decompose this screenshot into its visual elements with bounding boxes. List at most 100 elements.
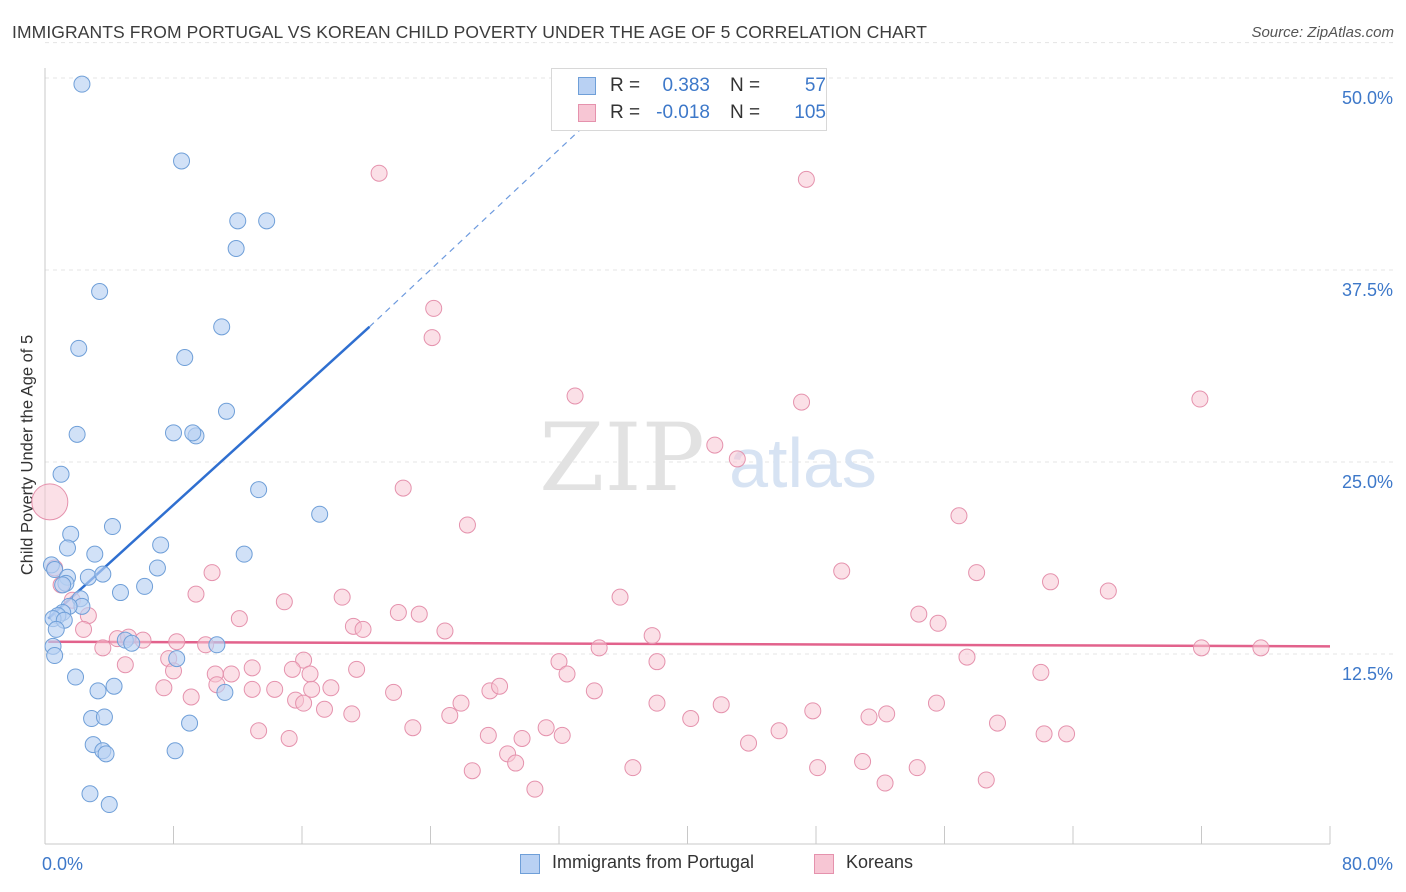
portugal-point <box>311 505 329 523</box>
n-value: 105 <box>794 102 826 123</box>
korean-point <box>1042 573 1060 591</box>
portugal-point <box>250 481 268 499</box>
korean-point <box>389 604 407 622</box>
blue-swatch <box>520 854 540 874</box>
korean-point <box>479 726 497 744</box>
portugal-point <box>86 545 104 563</box>
korean-point <box>303 680 321 698</box>
portugal-trend-extension <box>369 119 592 328</box>
portugal-point <box>95 708 113 726</box>
y-tick-label: 12.5% <box>1342 664 1393 684</box>
korean-point <box>558 665 576 683</box>
watermark-zip: ZIP <box>539 404 705 513</box>
portugal-point <box>152 536 170 554</box>
korean-trend-line <box>48 640 1331 648</box>
korean-point <box>1032 663 1050 681</box>
r-label: R = <box>610 102 641 123</box>
korean-point <box>1191 390 1209 408</box>
portugal-point <box>111 584 129 602</box>
korean-point <box>958 648 976 666</box>
korean-point <box>553 726 571 744</box>
korean-point <box>1252 639 1270 657</box>
korean-point <box>927 694 945 712</box>
korean-point <box>436 622 454 640</box>
korean-point <box>491 677 509 695</box>
source-credit: Source: ZipAtlas.com <box>1251 24 1394 41</box>
korean-point <box>728 450 746 468</box>
korean-point <box>275 593 293 611</box>
korean-point <box>182 688 200 706</box>
korean-point <box>526 780 544 798</box>
blue-swatch <box>578 77 596 95</box>
korean-point <box>75 620 93 638</box>
korean-point <box>463 762 481 780</box>
korean-point <box>222 665 240 683</box>
portugal-point <box>46 561 64 579</box>
portugal-point <box>70 339 88 357</box>
n-value: 57 <box>804 75 826 96</box>
portugal-point <box>181 714 199 732</box>
portugal-point <box>97 745 115 763</box>
portugal-point <box>81 785 99 803</box>
portugal-point <box>176 349 194 367</box>
korean-point <box>712 696 730 714</box>
korean-point <box>968 564 986 582</box>
korean-point <box>441 706 459 724</box>
portugal-point <box>46 647 64 665</box>
portugal-point <box>62 525 80 543</box>
korean-point <box>343 705 361 723</box>
trend-lines <box>47 119 1331 648</box>
portugal-point <box>173 152 191 170</box>
korean-point <box>266 680 284 698</box>
portugal-point <box>47 620 65 638</box>
portugal-point <box>123 634 141 652</box>
korean-point <box>1099 582 1117 600</box>
gridlines <box>45 42 1395 655</box>
r-label: R = <box>610 75 641 96</box>
korean-point <box>333 588 351 606</box>
korean-point <box>243 680 261 698</box>
korean-point <box>354 620 372 638</box>
korean-point <box>611 588 629 606</box>
korean-point <box>283 660 301 678</box>
korean-point <box>513 729 531 747</box>
portugal-point <box>94 565 112 583</box>
korean-point <box>31 483 69 521</box>
korean-point <box>425 299 443 317</box>
r-value: -0.018 <box>656 102 710 123</box>
korean-point <box>452 694 470 712</box>
portugal-point <box>148 559 166 577</box>
korean-point <box>989 714 1007 732</box>
korean-point <box>394 479 412 497</box>
korean-point <box>94 639 112 657</box>
korean-point <box>250 722 268 740</box>
portugal-point <box>218 402 236 420</box>
korean-point <box>624 759 642 777</box>
y-tick-label: 50.0% <box>1342 88 1393 108</box>
korean-point <box>404 719 422 737</box>
korean-point <box>908 759 926 777</box>
portugal-point <box>103 518 121 536</box>
portugal-point <box>208 636 226 654</box>
korean-point <box>1035 725 1053 743</box>
portugal-point <box>89 682 107 700</box>
korean-point <box>295 694 313 712</box>
watermark-atlas: atlas <box>729 424 877 502</box>
korean-point <box>295 651 313 669</box>
portugal-point <box>136 577 154 595</box>
pink-swatch <box>578 104 596 122</box>
portugal-point <box>79 568 97 586</box>
portugal-point <box>91 283 109 301</box>
y-tick-label: 25.0% <box>1342 472 1393 492</box>
korean-point <box>854 753 872 771</box>
portugal-point <box>229 212 247 230</box>
korean-point <box>950 507 968 525</box>
korean-point <box>740 734 758 752</box>
korean-point <box>809 759 827 777</box>
korean-point <box>804 702 822 720</box>
portugal-point <box>216 683 234 701</box>
data-points <box>31 75 1270 814</box>
korean-point <box>537 719 555 737</box>
korean-point <box>648 694 666 712</box>
korean-point <box>550 653 568 671</box>
